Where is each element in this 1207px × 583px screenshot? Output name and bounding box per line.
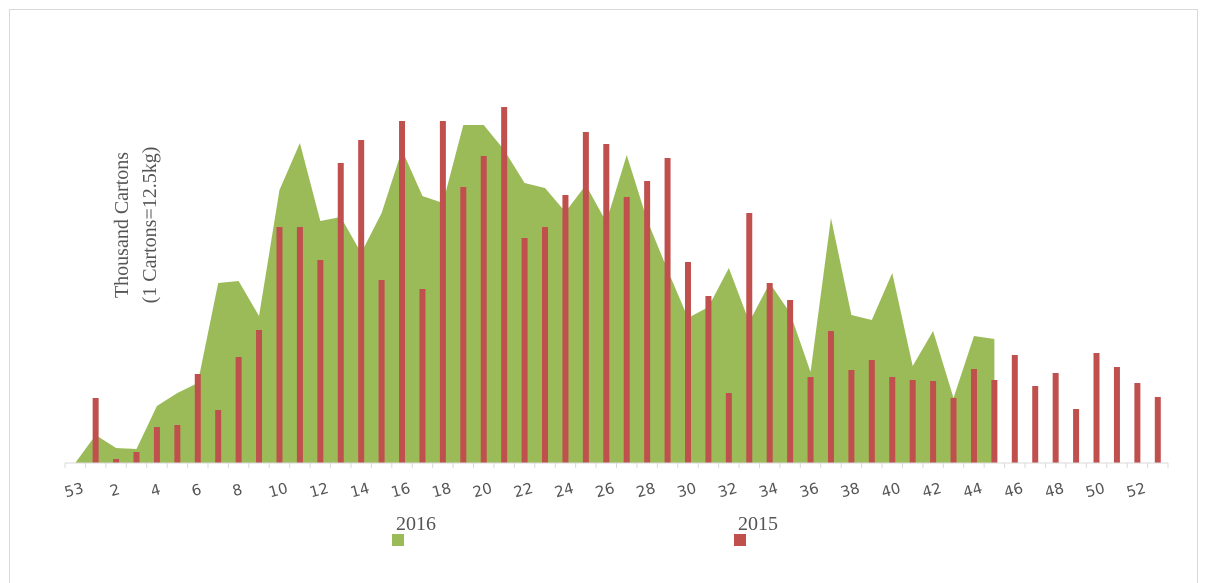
bar xyxy=(909,380,916,463)
bar xyxy=(889,377,896,463)
bar xyxy=(1011,355,1018,463)
bar xyxy=(1093,353,1100,463)
bar xyxy=(950,398,957,463)
bar xyxy=(1113,367,1120,463)
bar xyxy=(848,370,855,463)
bar xyxy=(542,227,549,463)
bar xyxy=(235,357,242,463)
bar xyxy=(766,283,773,463)
bar xyxy=(133,452,140,463)
x-tick-label: 28 xyxy=(634,479,657,501)
x-tick-label: 53 xyxy=(62,479,85,501)
x-tick-label: 38 xyxy=(839,479,862,501)
x-tick-label: 50 xyxy=(1084,479,1107,501)
bar xyxy=(1154,397,1161,463)
x-tick-label: 18 xyxy=(430,479,453,501)
bar xyxy=(194,374,201,463)
bar xyxy=(807,377,814,463)
bar xyxy=(337,163,344,463)
x-tick-label: 4 xyxy=(149,480,163,500)
legend-label: 2016 xyxy=(396,513,436,535)
bar xyxy=(603,144,610,463)
x-tick-label: 42 xyxy=(920,479,943,501)
x-tick-label: 10 xyxy=(267,479,290,501)
x-tick-label: 48 xyxy=(1043,479,1066,501)
bar xyxy=(664,158,671,463)
bar xyxy=(725,393,732,463)
bar xyxy=(439,121,446,463)
bar xyxy=(256,330,263,463)
x-tick-label: 32 xyxy=(716,479,739,501)
x-tick-label: 44 xyxy=(961,479,984,501)
bar xyxy=(787,300,794,463)
bar xyxy=(317,260,324,463)
x-tick-label: 14 xyxy=(348,479,371,501)
x-tick-label: 34 xyxy=(757,479,780,501)
bar xyxy=(705,296,712,463)
x-tick-label: 20 xyxy=(471,479,494,501)
bar xyxy=(378,280,385,463)
x-tick-label: 6 xyxy=(190,480,204,500)
x-tick-label: 2 xyxy=(108,480,122,500)
bar xyxy=(991,380,998,463)
bar xyxy=(92,398,99,463)
bar xyxy=(827,331,834,463)
bar xyxy=(1052,373,1059,463)
x-tick-label: 30 xyxy=(675,479,698,501)
bar xyxy=(501,107,508,463)
legend-swatch xyxy=(734,534,746,546)
bar xyxy=(419,289,426,463)
bar xyxy=(644,181,651,463)
bar xyxy=(399,121,406,463)
bar xyxy=(153,427,160,463)
bar xyxy=(1134,383,1141,463)
bar xyxy=(582,132,589,463)
bar xyxy=(1032,386,1039,463)
x-tick-label: 22 xyxy=(512,479,535,501)
bar xyxy=(746,213,753,463)
bar xyxy=(930,381,937,463)
bar xyxy=(460,187,467,463)
area xyxy=(75,125,995,463)
bar xyxy=(521,238,528,463)
bar xyxy=(1073,409,1080,463)
x-tick-label: 26 xyxy=(593,479,616,501)
bar xyxy=(296,227,303,463)
legend-label: 2015 xyxy=(738,513,778,535)
bar xyxy=(480,156,487,463)
x-tick-label: 52 xyxy=(1125,479,1148,501)
bar xyxy=(868,360,875,463)
bar xyxy=(623,197,630,463)
bar xyxy=(276,227,283,463)
legend-swatch xyxy=(392,534,404,546)
bar xyxy=(684,262,691,463)
bar xyxy=(215,410,222,463)
bar xyxy=(970,369,977,463)
x-tick-label: 16 xyxy=(389,479,412,501)
bar xyxy=(113,459,120,463)
bar xyxy=(358,140,365,463)
bar xyxy=(562,195,569,463)
x-tick-label: 46 xyxy=(1002,479,1025,501)
bar xyxy=(174,425,181,463)
x-tick-label: 8 xyxy=(230,480,244,500)
y-axis-title: (1 Cartons=12.5kg) xyxy=(139,147,161,304)
x-tick-label: 24 xyxy=(553,479,576,501)
x-tick-label: 36 xyxy=(798,479,821,501)
y-axis-title: Thousand Cartons xyxy=(111,152,133,298)
x-tick-label: 40 xyxy=(879,479,902,501)
x-tick-label: 12 xyxy=(307,479,330,501)
